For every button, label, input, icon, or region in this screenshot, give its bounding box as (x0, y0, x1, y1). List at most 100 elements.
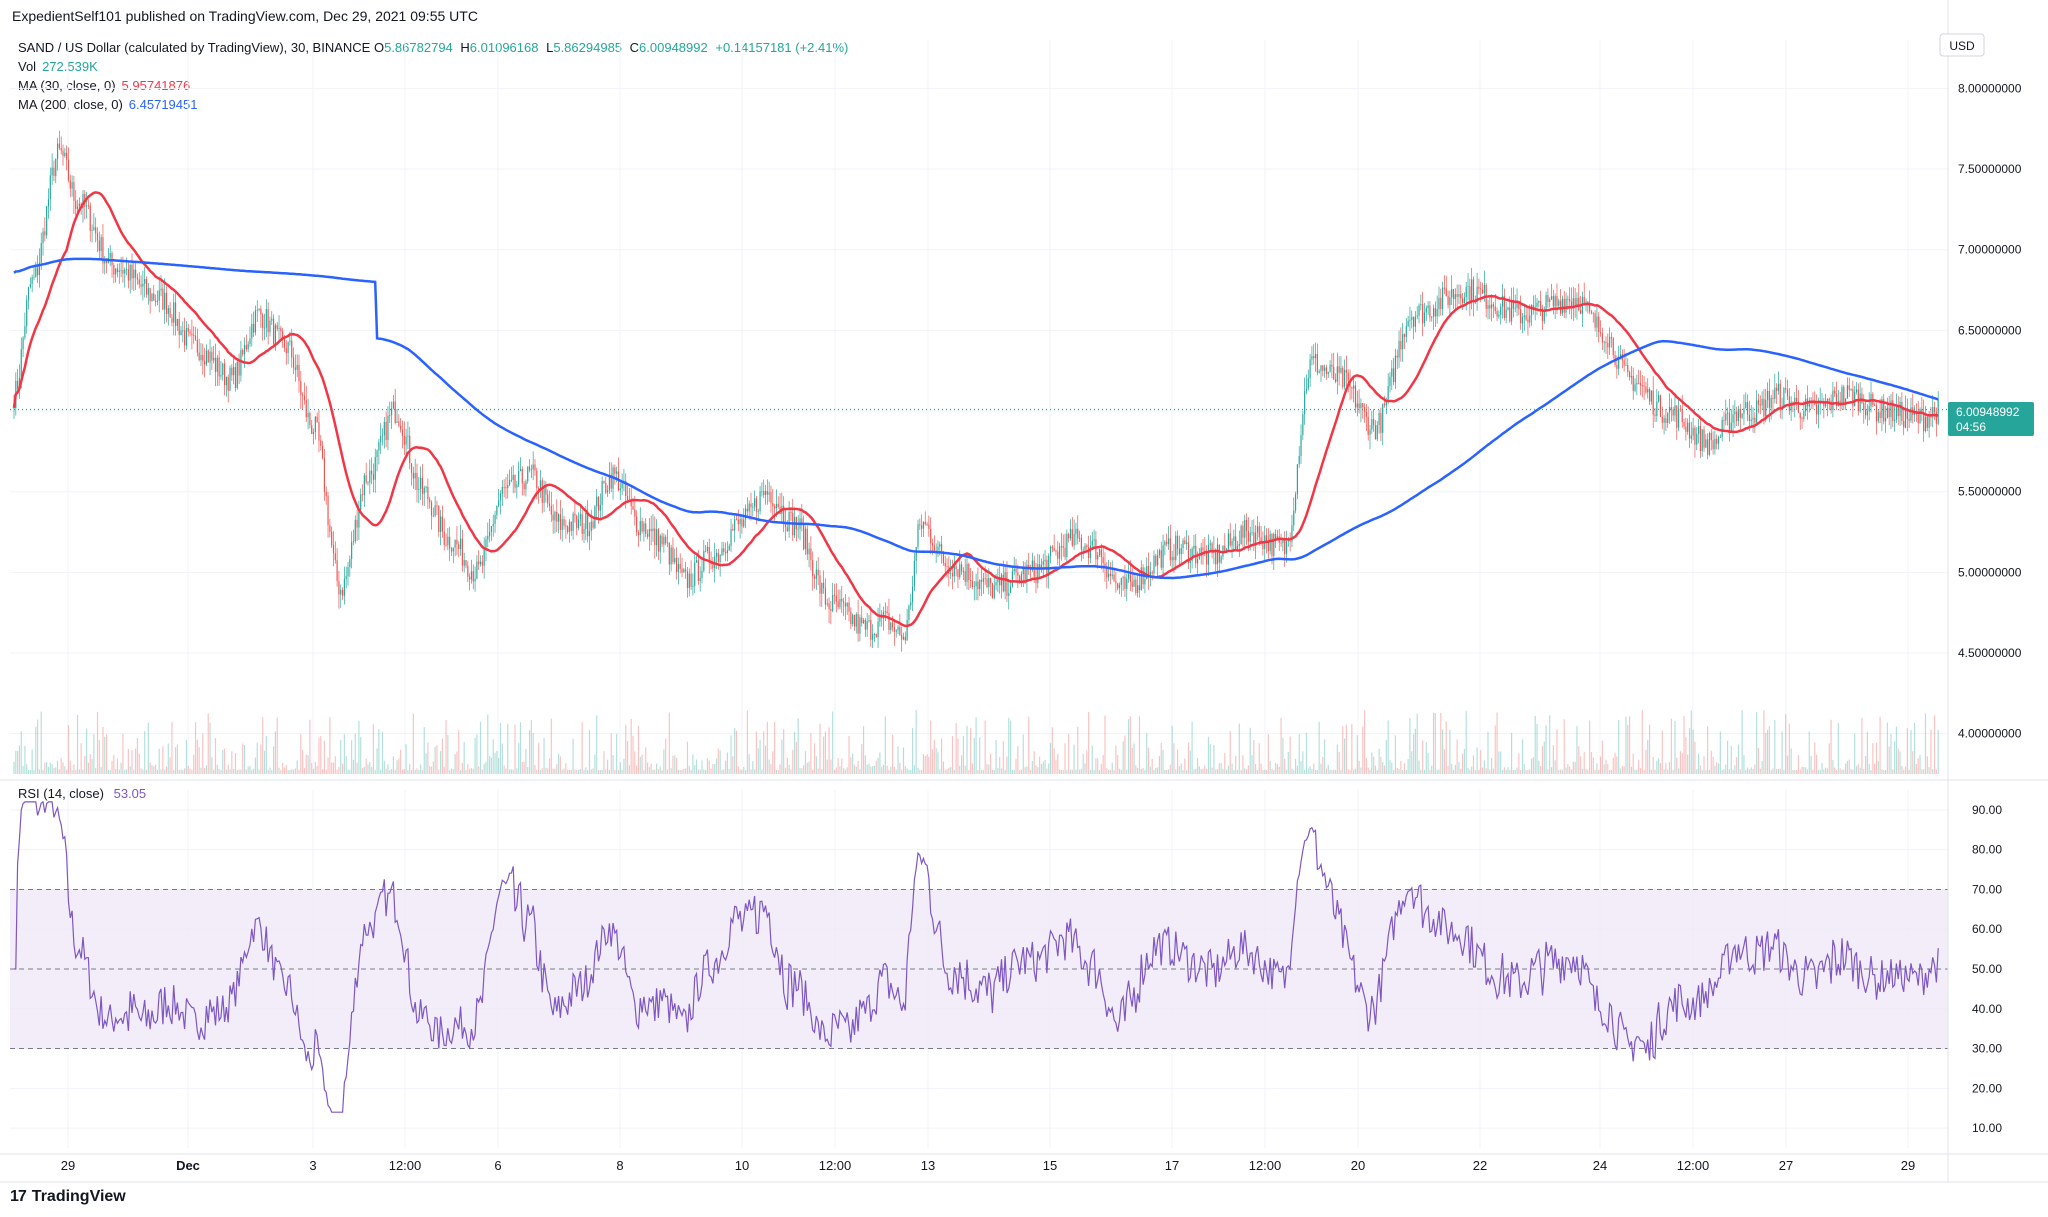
currency-box[interactable] (1939, 33, 1985, 57)
rsi-legend[interactable]: RSI (14, close) 53.05 (18, 786, 146, 801)
volume-bar (1423, 769, 1426, 774)
volume-bar (625, 724, 627, 774)
candle-body (1881, 399, 1883, 419)
volume-bar (1429, 769, 1431, 774)
volume-bar (1049, 743, 1052, 774)
ma30-line (12, 191, 1939, 628)
candle-body (1009, 586, 1012, 594)
candle-body (1329, 364, 1331, 372)
candle-body (18, 377, 21, 389)
volume-bar (1109, 769, 1112, 774)
tradingview-brand[interactable]: 17 TradingView (10, 1188, 126, 1206)
volume-bar (289, 769, 291, 774)
candle-body (1184, 540, 1186, 545)
volume-bar (581, 722, 583, 774)
candle-body (1416, 315, 1418, 317)
candle-body (1901, 401, 1903, 422)
volume-bar (583, 769, 585, 774)
volume-bar (630, 718, 632, 774)
candle-body (1084, 545, 1086, 550)
candle-body (1287, 540, 1289, 542)
volume-bar (803, 765, 805, 774)
volume-bar (1915, 764, 1917, 774)
candle-body (1843, 386, 1845, 403)
candle-body (1930, 415, 1932, 418)
candle-body (178, 318, 180, 336)
volume-bar (1224, 752, 1226, 774)
brand-name: TradingView (31, 1188, 126, 1205)
volume-bar (1534, 715, 1536, 774)
ma200-row[interactable]: MA (200, close, 0) 6.45719451 (18, 95, 852, 114)
candle-body (850, 611, 852, 625)
volume-bar (1750, 767, 1752, 774)
candle-body (17, 380, 19, 389)
candle-body (1220, 556, 1222, 563)
volume-bar (686, 741, 689, 774)
candle-body (1500, 306, 1502, 315)
candle-body (182, 330, 184, 332)
volume-bar (512, 769, 514, 774)
volume-bar (892, 734, 894, 774)
candle-body (1064, 547, 1066, 558)
volume-bar (1636, 769, 1638, 774)
candle-body (1162, 545, 1164, 568)
candle-body (917, 524, 919, 548)
volume-bar (1610, 769, 1613, 774)
volume-bar (429, 766, 431, 774)
volume-bar (329, 717, 331, 774)
candle-body (1828, 398, 1830, 401)
volume-bar (683, 768, 685, 774)
volume-bar (1908, 769, 1910, 774)
volume-bar (1866, 731, 1868, 774)
volume-bar (917, 767, 919, 774)
volume-bar (1481, 767, 1484, 774)
volume-bar (194, 722, 197, 774)
candle-body (67, 159, 70, 181)
volume-bar (1525, 769, 1527, 774)
candle-body (1080, 537, 1082, 550)
volume-bar (1391, 762, 1393, 774)
ma30-row[interactable]: MA (30, close, 0) 5.95741876 (18, 76, 852, 95)
volume-bar (15, 750, 17, 774)
candle-body (38, 262, 41, 276)
candle-body (514, 474, 516, 488)
volume-bar (1155, 767, 1157, 774)
candle-body (724, 551, 727, 554)
volume-row[interactable]: Vol 272.539K (18, 57, 852, 76)
volume-bar (648, 767, 650, 774)
candle-body (1044, 559, 1046, 562)
volume-bar (31, 749, 33, 774)
price-tick-label: 7.50000000 (1958, 162, 2022, 176)
volume-bar (1632, 753, 1634, 774)
candle-body (1229, 533, 1231, 546)
volume-bar (1587, 769, 1589, 774)
currency-label: USD (1949, 39, 1975, 53)
candle-body (138, 279, 140, 285)
volume-bar (1935, 769, 1937, 774)
candle-body (599, 504, 601, 511)
candle-body (262, 314, 264, 328)
volume-bar (1344, 738, 1346, 774)
volume-bar (191, 769, 193, 774)
candle-body (1919, 409, 1921, 424)
volume-bar (1627, 724, 1629, 774)
volume-bar (1716, 762, 1718, 774)
candle-body (1547, 295, 1549, 302)
volume-bar (646, 762, 649, 774)
symbol-label[interactable]: SAND / US Dollar (calculated by TradingV… (18, 40, 371, 55)
volume-bar (879, 752, 881, 774)
candle-body (708, 546, 710, 564)
candle-body (1830, 400, 1832, 411)
candle-body (312, 432, 315, 434)
time-tick-label: 22 (1473, 1158, 1487, 1173)
volume-bar (1182, 769, 1184, 774)
candle-body (432, 515, 434, 517)
volume-bar (743, 766, 745, 774)
candle-body (1091, 540, 1093, 546)
candle-body (1423, 312, 1426, 324)
volume-bar (523, 761, 525, 774)
volume-bar (895, 769, 897, 774)
volume-bar (115, 768, 117, 774)
candle-body (1461, 298, 1464, 304)
